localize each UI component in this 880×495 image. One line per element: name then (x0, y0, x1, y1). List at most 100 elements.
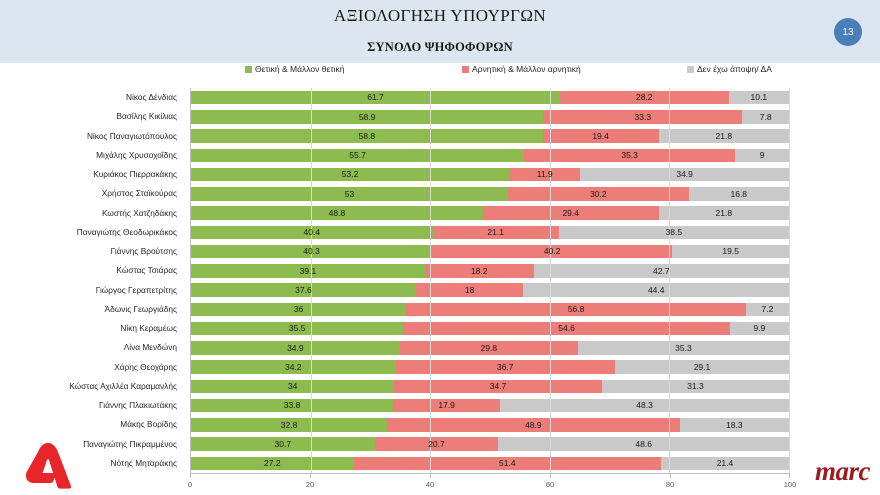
bar-segment: 9.9 (729, 321, 789, 336)
bar-segment: 19.5 (672, 244, 789, 259)
marc-logo: marc (815, 456, 871, 486)
chart-bar-row: 32.8 48.9 18.3 (191, 418, 789, 432)
bar-segment: 53 (191, 187, 508, 201)
slide-number-badge: 13 (834, 18, 862, 46)
axis-tick-label: 20 (305, 480, 315, 489)
bar-value-label: 9.9 (753, 323, 766, 334)
bar-value-label: 34.9 (676, 169, 693, 180)
bar-value-label: 53.2 (341, 169, 359, 180)
bar-segment: 27.2 (191, 456, 354, 471)
bar-segment: 36 (191, 302, 407, 317)
axis-tick (310, 474, 311, 478)
bar-value-label: 35.5 (288, 323, 306, 334)
bar-value-label: 21.1 (487, 227, 504, 238)
bar-value-label: 36 (293, 304, 304, 315)
chart-legend: Θετική & Μάλλον θετική Αρνητική & Μάλλον … (190, 63, 790, 83)
bar-value-label: 51.4 (499, 458, 516, 469)
bar-value-label: 58.9 (358, 111, 376, 122)
bar-value-label: 35.3 (621, 150, 638, 161)
chart-bar-row: 35.5 54.6 9.9 (191, 321, 789, 336)
bar-value-label: 18.2 (470, 265, 488, 276)
bar-segment: 34.2 (191, 360, 396, 374)
bar-segment: 56.8 (406, 302, 746, 317)
bar-value-label: 34.9 (287, 342, 304, 353)
axis-tick-label: 0 (187, 480, 193, 489)
category-label: Άδωνις Γεωργιάδης (104, 303, 177, 314)
bar-segment: 48.3 (500, 398, 789, 413)
category-label: Κώστας Αχιλλέα Καραμανλής (69, 380, 177, 391)
bar-value-label: 48.9 (525, 419, 542, 430)
axis-tick-label: 40 (425, 480, 435, 489)
bar-segment: 9 (735, 148, 789, 163)
bar-value-label: 36.7 (496, 361, 514, 372)
category-label: Βασίλης Κικίλιας (116, 111, 177, 122)
bar-value-label: 33.3 (634, 111, 652, 122)
bar-segment: 35.3 (577, 341, 789, 355)
category-label: Χρήστος Σταϊκούρας (101, 188, 177, 199)
bar-value-label: 42.7 (653, 265, 670, 276)
legend-swatch-icon (245, 65, 252, 73)
bar-segment: 30.7 (191, 437, 375, 451)
bar-segment: 48.8 (191, 206, 483, 220)
chart-bar-row: 53 30.2 16.8 (191, 187, 789, 201)
page-subtitle: ΣΥΝΟΛΟ ΨΗΦΟΦΟΡΩΝ (367, 40, 513, 54)
bar-segment: 38.5 (558, 225, 789, 240)
chart-bar-row: 37.6 18 44.4 (191, 283, 789, 297)
category-label: Κωστής Χατζηδάκης (101, 207, 177, 218)
bar-segment: 55.7 (191, 148, 525, 163)
bar-value-label: 21.4 (716, 458, 734, 469)
chart-bar-row: 27.2 51.4 21.4 (191, 456, 789, 471)
gridline (549, 88, 551, 473)
bar-value-label: 56.8 (567, 304, 585, 315)
chart-bar-row: 55.7 35.3 9 (191, 148, 789, 163)
value-axis: 0 20 40 60 80 100 (187, 473, 796, 494)
bar-value-label: 19.4 (592, 130, 609, 141)
bar-value-label: 58.8 (358, 130, 376, 141)
bar-segment: 18.3 (679, 418, 789, 432)
bar-segment: 21.1 (432, 225, 559, 240)
legend-swatch-icon (687, 65, 694, 73)
bar-value-label: 39.1 (299, 265, 317, 276)
chart-bar-row: 58.9 33.3 7.8 (191, 110, 789, 124)
bar-segment: 61.7 (191, 90, 560, 105)
legend-label: Δεν έχω άποψη/ ΔΑ (697, 64, 772, 74)
category-label: Κώστας Τσιάρας (116, 265, 177, 276)
bar-value-label: 33.8 (283, 400, 301, 411)
bar-segment: 31.3 (601, 379, 789, 394)
bar-segment: 48.6 (498, 437, 789, 451)
bar-value-label: 29.4 (562, 207, 579, 218)
bar-segment: 42.7 (533, 264, 789, 278)
bar-segment: 7.2 (745, 302, 789, 317)
category-label: Γιάννης Βρούτσης (110, 246, 177, 257)
bar-value-label: 54.6 (558, 323, 575, 334)
bar-segment: 54.6 (403, 321, 730, 336)
bar-segment: 32.8 (191, 418, 388, 432)
bar-value-label: 53 (344, 188, 355, 199)
bar-segment: 29.1 (614, 360, 789, 374)
bar-value-label: 21.8 (715, 207, 733, 218)
bar-value-label: 18.3 (726, 419, 743, 430)
category-label: Νίκος Δένδιας (126, 92, 177, 103)
bar-segment: 21.8 (658, 206, 789, 220)
bar-segment: 40.3 (191, 244, 432, 259)
bar-segment: 53.2 (191, 167, 510, 182)
bar-value-label: 17.9 (438, 400, 455, 411)
bar-segment: 17.9 (393, 398, 501, 413)
bar-value-label: 30.7 (274, 438, 292, 449)
bar-segment: 28.2 (559, 90, 729, 105)
legend-swatch-icon (462, 65, 469, 73)
bar-segment: 40.2 (431, 244, 673, 259)
bar-segment: 37.6 (191, 283, 416, 297)
bar-segment: 33.8 (191, 398, 394, 413)
chart-plot-area: 61.7 28.2 10.1 58.9 33.3 7.8 58.8 19.4 21.8 55.7 3… (190, 88, 790, 473)
bar-value-label: 27.2 (264, 458, 281, 469)
bar-value-label: 48.6 (635, 438, 652, 449)
category-label: Γιώργος Γεραπετρίτης (95, 284, 177, 295)
bar-segment: 48.9 (387, 418, 680, 432)
chart-bar-row: 58.8 19.4 21.8 (191, 129, 789, 143)
chart-bar-row: 34.9 29.8 35.3 (191, 341, 789, 355)
category-label: Νίκος Παναγιωτόπουλος (86, 130, 177, 141)
axis-tick (430, 474, 431, 478)
bar-value-label: 55.7 (349, 150, 366, 161)
